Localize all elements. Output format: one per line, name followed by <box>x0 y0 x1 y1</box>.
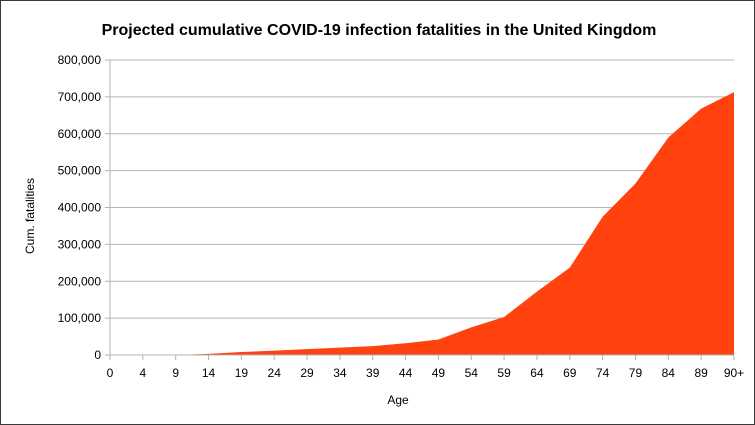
x-tick-label: 0 <box>107 366 114 380</box>
x-tick-label: 89 <box>694 366 708 380</box>
x-tick-label: 90+ <box>724 366 744 380</box>
x-tick-label: 79 <box>629 366 643 380</box>
x-tick-label: 34 <box>333 366 347 380</box>
x-tick-labels: 0 4 9 14 19 24 29 34 39 44 49 54 59 64 69 74 79 84 89 90+ <box>107 366 745 380</box>
y-tick-label: 600,000 <box>58 127 102 141</box>
y-axis-label: Cum. fatalities <box>23 178 37 254</box>
x-tick-label: 49 <box>432 366 446 380</box>
y-tick-label: 700,000 <box>58 90 102 104</box>
y-tick-label: 100,000 <box>58 311 102 325</box>
y-tick-label: 400,000 <box>58 201 102 215</box>
x-tick-label: 39 <box>366 366 380 380</box>
area-layer <box>110 92 734 356</box>
x-tick-label: 29 <box>300 366 314 380</box>
grid-layer <box>105 59 734 356</box>
y-tick-label: 500,000 <box>58 164 102 178</box>
x-tick-label: 9 <box>172 366 179 380</box>
x-axis-label: Age <box>387 393 409 407</box>
x-tick-label: 54 <box>465 366 479 380</box>
x-tick-label: 84 <box>662 366 676 380</box>
y-tick-label: 800,000 <box>58 53 102 67</box>
y-tick-label: 300,000 <box>58 237 102 251</box>
x-tick-label: 74 <box>596 366 610 380</box>
x-tick-label: 44 <box>399 366 413 380</box>
x-tick-label: 19 <box>235 366 249 380</box>
area-series <box>110 92 734 356</box>
axis-layer <box>109 60 735 360</box>
y-tick-labels: 0 100,000 200,000 300,000 400,000 500,000 600,… <box>58 53 102 362</box>
x-tick-label: 24 <box>268 366 282 380</box>
x-tick-label: 14 <box>202 366 216 380</box>
x-tick-label: 59 <box>497 366 511 380</box>
y-tick-label: 200,000 <box>58 274 102 288</box>
x-tick-label: 64 <box>530 366 544 380</box>
y-tick-label: 0 <box>94 348 101 362</box>
x-tick-label: 69 <box>563 366 577 380</box>
chart-title: Projected cumulative COVID-19 infection … <box>102 22 657 39</box>
x-tick-label: 4 <box>139 366 146 380</box>
